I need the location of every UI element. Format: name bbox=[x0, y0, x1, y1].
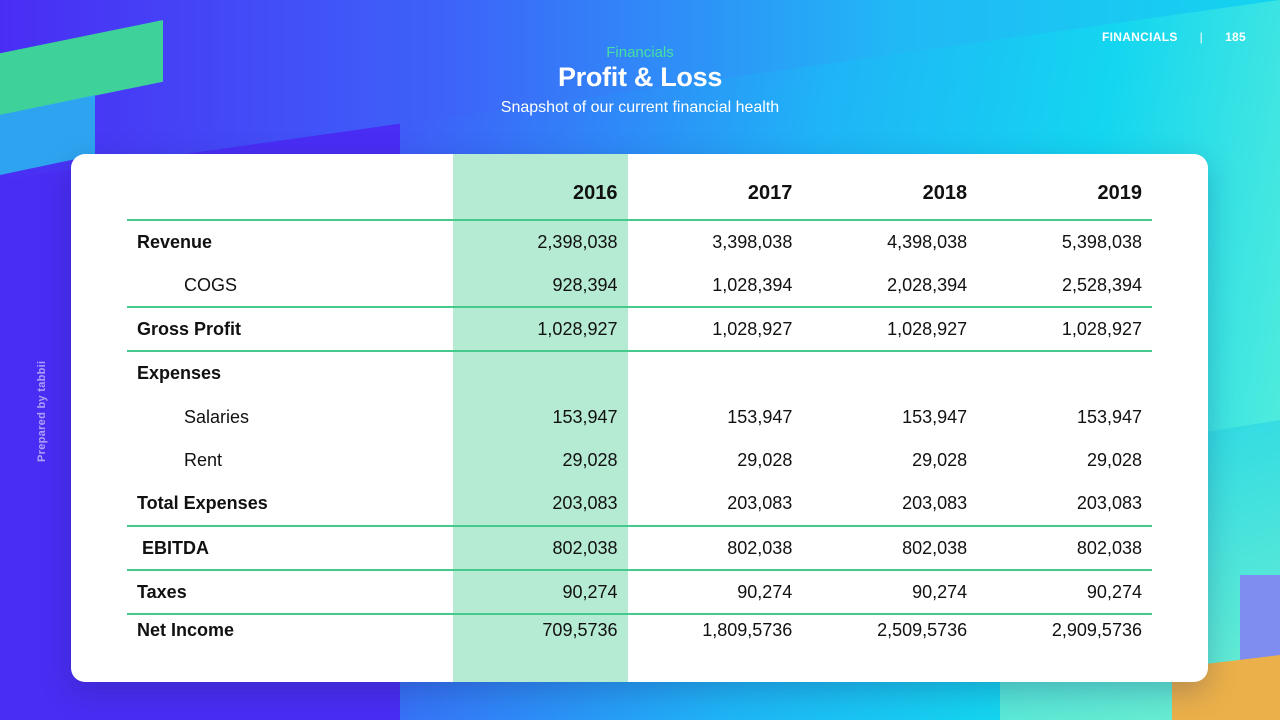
row-label: Gross Profit bbox=[137, 318, 242, 339]
cell-value: 29,028 bbox=[1086, 450, 1143, 470]
row-label: Rent bbox=[184, 450, 223, 470]
row-label: Taxes bbox=[137, 581, 187, 602]
topbar-separator: | bbox=[1199, 30, 1204, 44]
cell-value: 1,028,394 bbox=[712, 274, 793, 295]
column-header-2016: 2016 bbox=[573, 182, 618, 204]
top-navigation: FINANCIALS | 185 bbox=[1102, 30, 1246, 44]
cell-value: 928,394 bbox=[552, 274, 618, 295]
cell-value: 1,809,5736 bbox=[702, 619, 793, 640]
cell-value: 29,028 bbox=[912, 450, 968, 470]
page-subtitle: Snapshot of our current financial health bbox=[500, 99, 780, 116]
cell-value: 1,028,927 bbox=[887, 318, 968, 339]
row-gross-profit: Gross Profit 1,028,927 1,028,927 1,028,9… bbox=[127, 308, 1152, 352]
cell-value: 2,528,394 bbox=[1061, 274, 1143, 295]
cell-value: 90,274 bbox=[562, 581, 618, 602]
row-label: Salaries bbox=[184, 406, 250, 427]
cell-value: 203,083 bbox=[552, 493, 618, 513]
row-taxes: Taxes 90,274 90,274 90,274 90,274 bbox=[127, 571, 1152, 615]
highlight-column-2016 bbox=[453, 154, 628, 682]
column-header-2017: 2017 bbox=[747, 182, 793, 204]
column-header-2019: 2019 bbox=[1097, 182, 1142, 204]
page-number: 185 bbox=[1225, 30, 1246, 44]
row-revenue: Revenue 2,398,038 3,398,038 4,398,038 5,… bbox=[127, 221, 1152, 264]
cell-value: 90,274 bbox=[1086, 581, 1142, 602]
cell-value: 203,083 bbox=[1076, 493, 1142, 513]
cell-value: 153,947 bbox=[1076, 406, 1143, 427]
pnl-table: 2016 2017 2018 2019 Revenue 2,398,038 3,… bbox=[127, 154, 1152, 645]
table-header-row: 2016 2017 2018 2019 bbox=[127, 154, 1152, 221]
row-label: COGS bbox=[184, 274, 238, 295]
cell-value: 90,274 bbox=[912, 581, 968, 602]
row-label: Total Expenses bbox=[137, 493, 268, 513]
cell-value: 29,028 bbox=[737, 450, 793, 470]
eyebrow-label: Financials bbox=[606, 44, 674, 61]
cell-value: 1,028,927 bbox=[1061, 318, 1142, 339]
page-title: Profit & Loss bbox=[557, 62, 723, 92]
row-expenses: Expenses bbox=[127, 352, 1152, 395]
row-label: Net Income bbox=[137, 619, 235, 640]
cell-value: 2,028,394 bbox=[887, 274, 968, 295]
cell-value: 4,398,038 bbox=[887, 232, 968, 252]
cell-value: 203,083 bbox=[727, 493, 793, 513]
cell-value: 802,038 bbox=[552, 537, 618, 558]
cell-value: 2,909,5736 bbox=[1051, 619, 1142, 640]
cell-value: 802,038 bbox=[727, 537, 793, 558]
page-header: Financials Profit & Loss Snapshot of our… bbox=[0, 44, 1280, 117]
cell-value: 153,947 bbox=[727, 406, 793, 427]
row-label: Revenue bbox=[137, 232, 213, 252]
row-ebitda: EBITDA 802,038 802,038 802,038 802,038 bbox=[127, 527, 1152, 571]
cell-value: 802,038 bbox=[902, 537, 968, 558]
decor-right-lavender bbox=[1240, 575, 1280, 685]
section-label: FINANCIALS bbox=[1101, 30, 1178, 44]
row-total-expenses: Total Expenses 203,083 203,083 203,083 2… bbox=[127, 482, 1152, 527]
row-cogs: COGS 928,394 1,028,394 2,028,394 2,528,3… bbox=[127, 264, 1152, 308]
pnl-card: 2016 2017 2018 2019 Revenue 2,398,038 3,… bbox=[71, 154, 1208, 682]
cell-value: 1,028,927 bbox=[537, 318, 618, 339]
row-label: Expenses bbox=[137, 363, 222, 383]
row-label: EBITDA bbox=[142, 537, 209, 558]
prepared-by-label: Prepared by tabbii bbox=[36, 360, 48, 462]
cell-value: 153,947 bbox=[902, 406, 968, 427]
cell-value: 153,947 bbox=[552, 406, 618, 427]
cell-value: 2,398,038 bbox=[537, 232, 618, 252]
cell-value: 90,274 bbox=[737, 581, 793, 602]
cell-value: 709,5736 bbox=[542, 619, 618, 640]
column-header-2018: 2018 bbox=[922, 182, 968, 204]
cell-value: 29,028 bbox=[562, 450, 618, 470]
row-net-income: Net Income 709,5736 1,809,5736 2,509,573… bbox=[127, 615, 1152, 645]
cell-value: 802,038 bbox=[1076, 537, 1142, 558]
row-rent: Rent 29,028 29,028 29,028 29,028 bbox=[127, 439, 1152, 482]
cell-value: 3,398,038 bbox=[712, 232, 793, 252]
cell-value: 203,083 bbox=[902, 493, 968, 513]
cell-value: 1,028,927 bbox=[712, 318, 793, 339]
cell-value: 5,398,038 bbox=[1061, 232, 1142, 252]
row-salaries: Salaries 153,947 153,947 153,947 153,947 bbox=[127, 395, 1152, 439]
cell-value: 2,509,5736 bbox=[877, 619, 968, 640]
